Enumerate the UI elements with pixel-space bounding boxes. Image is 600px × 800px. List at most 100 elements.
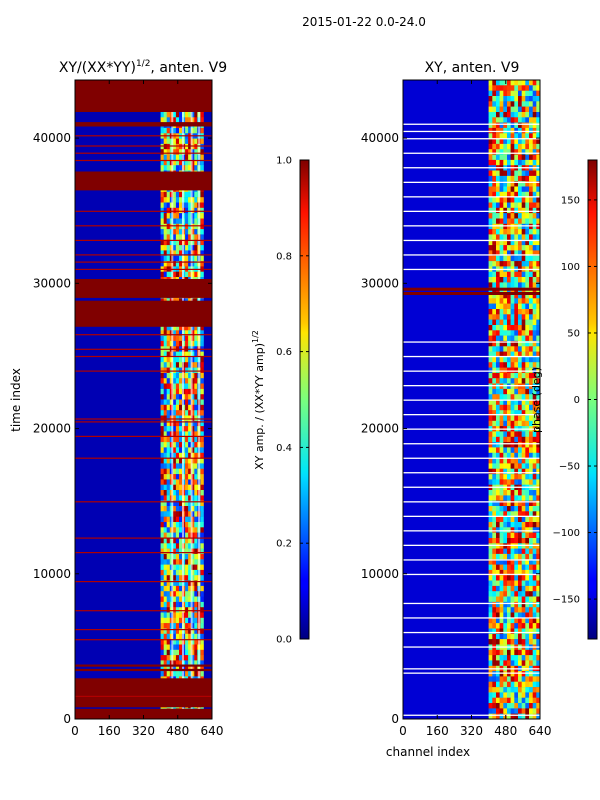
heatmap-cell bbox=[529, 330, 533, 336]
heatmap-cell bbox=[176, 144, 179, 150]
heatmap-cell bbox=[511, 437, 515, 443]
heatmap-cell bbox=[173, 410, 176, 416]
y-tick-label: 40000 bbox=[33, 131, 71, 145]
heatmap-cell bbox=[161, 565, 164, 571]
heatmap-cell bbox=[503, 506, 507, 512]
heatmap-cell bbox=[514, 357, 518, 363]
heatmap-cell bbox=[500, 714, 504, 720]
saturated-line bbox=[75, 269, 212, 270]
heatmap-cell bbox=[164, 506, 167, 512]
flagged-line bbox=[403, 559, 540, 560]
heatmap-cell bbox=[518, 602, 522, 608]
heatmap-cell bbox=[194, 139, 197, 145]
heatmap-cell bbox=[507, 431, 511, 437]
heatmap-cell bbox=[507, 234, 511, 240]
heatmap-cell bbox=[525, 298, 529, 304]
heatmap-cell bbox=[514, 586, 518, 592]
heatmap-cell bbox=[179, 645, 182, 651]
heatmap-cell bbox=[518, 298, 522, 304]
heatmap-cell bbox=[185, 618, 188, 624]
heatmap-cell bbox=[507, 256, 511, 262]
heatmap-cell bbox=[489, 117, 493, 123]
heatmap-cell bbox=[507, 687, 511, 693]
heatmap-cell bbox=[525, 682, 529, 688]
heatmap-cell bbox=[500, 687, 504, 693]
heatmap-cell bbox=[185, 597, 188, 603]
heatmap-cell bbox=[507, 304, 511, 310]
heatmap-cell bbox=[514, 309, 518, 315]
heatmap-cell bbox=[522, 320, 526, 326]
heatmap-cell bbox=[176, 410, 179, 416]
heatmap-cell bbox=[500, 133, 504, 139]
heatmap-cell bbox=[161, 437, 164, 443]
saturated-band bbox=[75, 669, 212, 671]
heatmap-cell bbox=[503, 458, 507, 464]
heatmap-cell bbox=[514, 554, 518, 560]
heatmap-cell bbox=[200, 394, 203, 400]
heatmap-cell bbox=[179, 112, 182, 118]
heatmap-cell bbox=[511, 703, 515, 709]
heatmap-cell bbox=[525, 357, 529, 363]
heatmap-cell bbox=[489, 101, 493, 107]
heatmap-cell bbox=[167, 117, 170, 123]
heatmap-cell bbox=[503, 171, 507, 177]
heatmap-cell bbox=[167, 139, 170, 145]
heatmap-cell bbox=[500, 607, 504, 613]
heatmap-cell bbox=[525, 245, 529, 251]
x-tick-label: 160 bbox=[98, 724, 121, 738]
heatmap-cell bbox=[522, 490, 526, 496]
heatmap-cell bbox=[503, 362, 507, 368]
heatmap-cell bbox=[200, 474, 203, 480]
heatmap-cell bbox=[489, 639, 493, 645]
heatmap-cell bbox=[514, 213, 518, 219]
heatmap-cell bbox=[514, 133, 518, 139]
heatmap-cell bbox=[522, 613, 526, 619]
heatmap-cell bbox=[167, 565, 170, 571]
heatmap-cell bbox=[507, 543, 511, 549]
heatmap-cell bbox=[511, 256, 515, 262]
heatmap-cell bbox=[514, 272, 518, 278]
heatmap-cell bbox=[176, 575, 179, 581]
heatmap-cell bbox=[185, 139, 188, 145]
heatmap-cell bbox=[529, 453, 533, 459]
heatmap-cell bbox=[161, 479, 164, 485]
heatmap-cell bbox=[500, 458, 504, 464]
heatmap-cell bbox=[514, 176, 518, 182]
heatmap-cell bbox=[194, 469, 197, 475]
heatmap-cell bbox=[503, 575, 507, 581]
heatmap-cell bbox=[507, 208, 511, 214]
heatmap-cell bbox=[173, 405, 176, 411]
colorbar-tick-label: 0.4 bbox=[276, 443, 292, 454]
heatmap-cell bbox=[200, 192, 203, 198]
heatmap-cell bbox=[164, 128, 167, 134]
heatmap-cell bbox=[200, 203, 203, 209]
heatmap-cell bbox=[489, 256, 493, 262]
heatmap-cell bbox=[518, 698, 522, 704]
heatmap-cell bbox=[167, 341, 170, 347]
heatmap-cell bbox=[525, 277, 529, 283]
heatmap-cell bbox=[514, 362, 518, 368]
heatmap-cell bbox=[167, 362, 170, 368]
heatmap-cell bbox=[525, 261, 529, 267]
heatmap-cell bbox=[489, 405, 493, 411]
heatmap-cell bbox=[525, 442, 529, 448]
heatmap-cell bbox=[164, 634, 167, 640]
heatmap-cell bbox=[514, 368, 518, 374]
heatmap-cell bbox=[496, 602, 500, 608]
heatmap-cell bbox=[185, 144, 188, 150]
heatmap-cell bbox=[518, 634, 522, 640]
heatmap-cell bbox=[200, 490, 203, 496]
heatmap-cell bbox=[511, 538, 515, 544]
heatmap-cell bbox=[511, 698, 515, 704]
heatmap-cell bbox=[529, 219, 533, 225]
heatmap-cell bbox=[200, 234, 203, 240]
heatmap-cell bbox=[179, 650, 182, 656]
heatmap-cell bbox=[179, 511, 182, 517]
heatmap-cell bbox=[533, 330, 537, 336]
heatmap-cell bbox=[185, 128, 188, 134]
heatmap-cell bbox=[525, 543, 529, 549]
heatmap-cell bbox=[179, 655, 182, 661]
heatmap-cell bbox=[489, 660, 493, 666]
heatmap-cell bbox=[489, 682, 493, 688]
heatmap-cell bbox=[525, 336, 529, 342]
